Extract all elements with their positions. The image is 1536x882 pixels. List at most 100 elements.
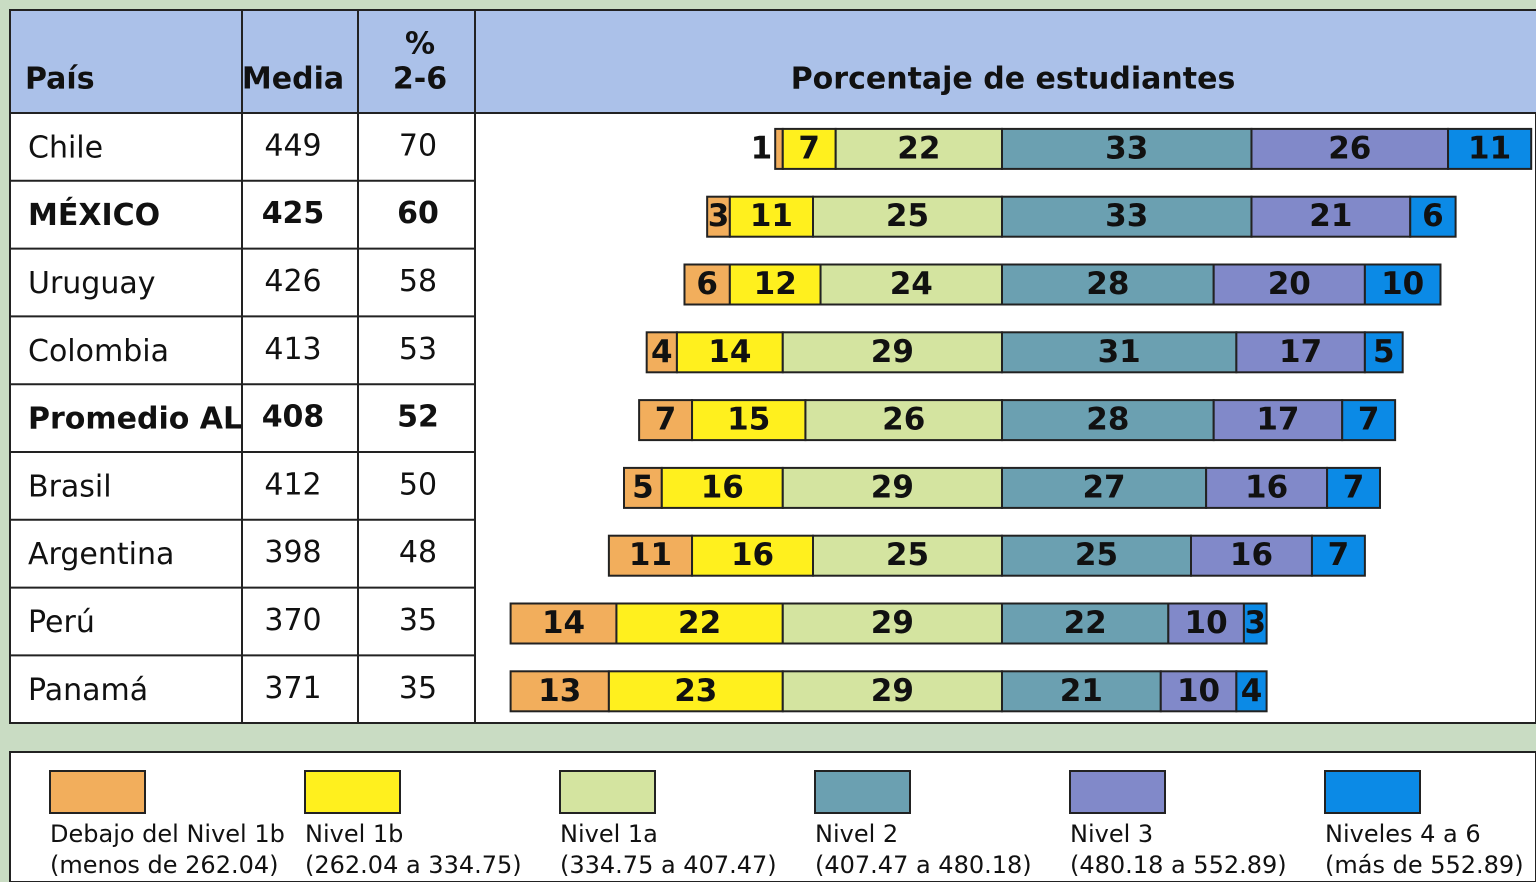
bar-segment xyxy=(781,127,837,170)
legend-name: Nivel 2 xyxy=(815,820,898,848)
legend-swatch xyxy=(814,770,911,814)
bar-segment xyxy=(1001,670,1162,713)
country: Argentina xyxy=(28,537,174,572)
segment-label: 11 xyxy=(1468,130,1511,166)
bar-segment xyxy=(1235,331,1366,374)
pct: 35 xyxy=(399,603,437,638)
segment-label: 25 xyxy=(886,198,929,234)
legend-swatch xyxy=(1324,770,1421,814)
legend-name: Nivel 1a xyxy=(560,820,658,848)
segment-label: 4 xyxy=(1241,673,1263,709)
segment-label: 24 xyxy=(890,266,933,302)
bar-segment xyxy=(1235,670,1268,713)
legend-swatch xyxy=(49,770,146,814)
segment-label: 28 xyxy=(1086,266,1129,302)
bar-segment xyxy=(691,534,814,577)
legend-range: (más de 552.89) xyxy=(1325,851,1524,879)
bar-segment xyxy=(1242,602,1268,645)
mean: 413 xyxy=(264,332,321,367)
segment-label: 20 xyxy=(1268,266,1311,302)
legend-range: (262.04 a 334.75) xyxy=(305,851,522,879)
legend-range: (334.75 a 407.47) xyxy=(560,851,777,879)
bar-segment xyxy=(781,602,1004,645)
segment-label: 12 xyxy=(754,266,797,302)
segment-label: 7 xyxy=(1343,469,1365,505)
segment-label: 17 xyxy=(1279,334,1322,370)
bar-segment xyxy=(834,127,1003,170)
country: MÉXICO xyxy=(28,197,160,233)
bar-segment xyxy=(509,670,610,713)
country: Colombia xyxy=(28,334,169,369)
pct: 53 xyxy=(399,332,437,367)
bar-segment xyxy=(1250,195,1412,238)
bar-segment xyxy=(1205,466,1329,509)
bar-segment xyxy=(1190,534,1313,577)
segment-label: 14 xyxy=(542,605,585,641)
legend-name: Nivel 3 xyxy=(1070,820,1153,848)
bar-segment xyxy=(615,602,784,645)
segment-label: 22 xyxy=(897,130,940,166)
country: Panamá xyxy=(28,673,148,708)
legend-name: Debajo del Nivel 1b xyxy=(50,820,285,848)
mean: 426 xyxy=(264,264,321,299)
bar-segment xyxy=(781,670,1004,713)
header-country: País xyxy=(25,62,95,97)
bar-segment xyxy=(691,399,807,442)
mean: 408 xyxy=(262,400,325,435)
segment-label: 16 xyxy=(701,469,744,505)
mean: 370 xyxy=(264,603,321,638)
pct: 50 xyxy=(399,467,437,502)
pct: 70 xyxy=(399,128,437,163)
bar-segment xyxy=(1310,534,1366,577)
bar-segment xyxy=(1159,670,1238,713)
header-bg xyxy=(11,11,1536,113)
segment-label: 23 xyxy=(674,673,717,709)
segment-label: 10 xyxy=(1185,605,1228,641)
bar-segment xyxy=(1001,127,1253,170)
segment-label: 29 xyxy=(871,673,914,709)
bar-segment xyxy=(819,263,1003,306)
mean: 449 xyxy=(264,128,321,163)
pct: 52 xyxy=(397,400,439,435)
segment-label: 7 xyxy=(655,402,677,438)
segment-label: 7 xyxy=(1358,402,1380,438)
bar-segment xyxy=(1447,127,1533,170)
country: Chile xyxy=(28,130,103,165)
pct: 60 xyxy=(397,196,439,231)
segment-label: 16 xyxy=(1230,537,1273,573)
mean: 398 xyxy=(264,535,321,570)
bar-segment xyxy=(1250,127,1450,170)
bar-segment xyxy=(1167,602,1245,645)
country: Promedio AL xyxy=(28,402,242,437)
bar-segment xyxy=(1001,331,1238,374)
segment-label: 3 xyxy=(1244,605,1266,641)
segment-label: 13 xyxy=(538,673,581,709)
segment-label: 16 xyxy=(1245,469,1288,505)
segment-label: 26 xyxy=(882,402,925,438)
bar-segment xyxy=(1001,602,1170,645)
segment-label: 21 xyxy=(1309,198,1352,234)
segment-label: 6 xyxy=(1422,198,1444,234)
segment-label: 11 xyxy=(750,198,793,234)
segment-label: 6 xyxy=(696,266,718,302)
segment-label: 3 xyxy=(708,198,730,234)
legend-range: (menos de 262.04) xyxy=(50,851,279,879)
segment-label: 5 xyxy=(632,469,654,505)
segment-label: 7 xyxy=(798,130,820,166)
bar-segment xyxy=(812,195,1003,238)
legend-bg xyxy=(9,751,1536,882)
segment-label: 10 xyxy=(1177,673,1220,709)
header-bars: Porcentaje de estudiantes xyxy=(791,62,1236,97)
segment-label: 25 xyxy=(886,537,929,573)
bar-segment xyxy=(683,263,731,306)
segment-label: 29 xyxy=(871,605,914,641)
header-pct: 2-6 xyxy=(393,62,447,97)
segment-label: 33 xyxy=(1105,198,1148,234)
pct: 35 xyxy=(399,671,437,706)
segment-label: 33 xyxy=(1105,130,1148,166)
bar-segment xyxy=(774,127,784,170)
legend-range: (480.18 a 552.89) xyxy=(1070,851,1287,879)
bar-segment xyxy=(623,466,663,509)
segment-label: 28 xyxy=(1086,402,1129,438)
legend-name: Niveles 4 a 6 xyxy=(1325,820,1481,848)
